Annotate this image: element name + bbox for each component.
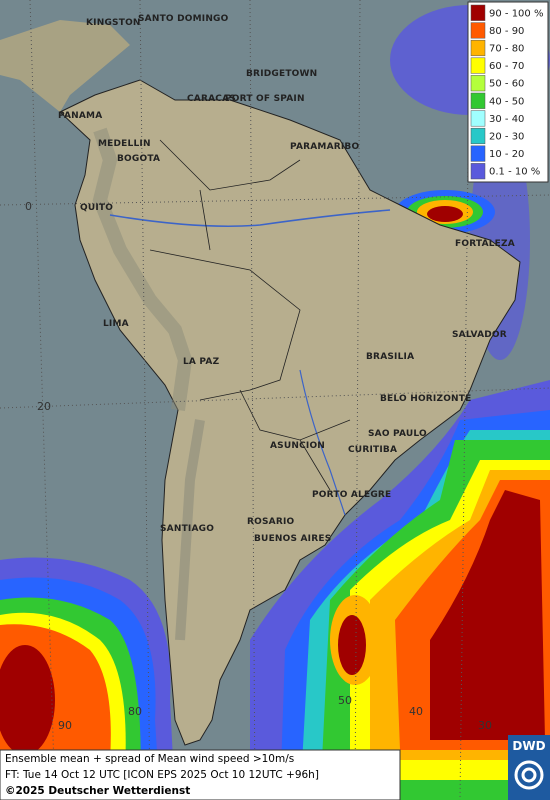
longitude-label: 90 xyxy=(58,719,72,732)
logo-text: DWD xyxy=(512,739,545,753)
city-label: CURITIBA xyxy=(348,445,397,455)
latitude-label: 20 xyxy=(37,400,51,413)
legend-swatch xyxy=(470,75,486,92)
legend-label: 70 - 80 xyxy=(489,44,524,55)
legend-swatch xyxy=(470,127,486,145)
legend-label: 60 - 70 xyxy=(489,61,524,72)
land xyxy=(0,20,521,746)
longitude-label: 40 xyxy=(409,705,423,718)
latitude-label: 0 xyxy=(25,200,32,213)
city-label: BRIDGETOWN xyxy=(246,69,317,79)
legend-label: 10 - 20 xyxy=(489,149,524,160)
city-label: BUENOS AIRES xyxy=(254,534,331,544)
legend-label: 90 - 100 % xyxy=(489,8,543,19)
grid-labels: 0 20 90 80 50 40 30 xyxy=(25,200,492,732)
legend-label: 0.1 - 10 % xyxy=(489,167,540,178)
city-label: BRASILIA xyxy=(366,352,414,362)
city-label: SANTIAGO xyxy=(160,524,214,534)
city-label: BOGOTA xyxy=(117,154,160,164)
city-label: PORT OF SPAIN xyxy=(225,94,305,104)
city-label: SAO PAULO xyxy=(368,429,427,439)
city-labels: KINGSTON SANTO DOMINGO BRIDGETOWN CARACA… xyxy=(58,14,515,544)
legend-swatch xyxy=(470,39,486,57)
city-label: KINGSTON xyxy=(86,18,141,28)
footer-line: Ensemble mean + spread of Mean wind spee… xyxy=(5,753,294,765)
legend-label: 40 - 50 xyxy=(489,96,524,107)
legend-swatch xyxy=(470,4,486,21)
city-label: SALVADOR xyxy=(452,330,507,340)
city-label: PARAMARIBO xyxy=(290,142,359,152)
legend-swatch xyxy=(470,110,486,127)
legend-label: 80 - 90 xyxy=(489,26,524,37)
footer-box xyxy=(0,749,401,800)
longitude-label: 80 xyxy=(128,705,142,718)
legend-swatch xyxy=(470,92,486,109)
city-label: SANTO DOMINGO xyxy=(138,14,229,24)
footer: Ensemble mean + spread of Mean wind spee… xyxy=(0,749,401,800)
legend-swatch xyxy=(470,57,486,74)
footer-line: FT: Tue 14 Oct 12 UTC [ICON EPS 2025 Oct… xyxy=(5,769,319,781)
legend-label: 50 - 60 xyxy=(489,79,524,90)
legend-swatch xyxy=(470,145,486,162)
city-label: MEDELLIN xyxy=(98,139,151,149)
city-label: BELO HORIZONTE xyxy=(380,394,471,404)
city-label: LA PAZ xyxy=(183,357,220,367)
logo: DWD xyxy=(508,735,550,800)
logo-icon xyxy=(521,767,537,783)
city-label: LIMA xyxy=(103,319,129,329)
city-label: PANAMA xyxy=(58,111,102,121)
city-label: FORTALEZA xyxy=(455,239,515,249)
logo-icon xyxy=(514,760,544,790)
legend: 90 - 100 % 80 - 90 70 - 80 60 - 70 50 - 60 40… xyxy=(467,1,549,183)
city-label: PORTO ALEGRE xyxy=(312,490,391,500)
legend-swatch xyxy=(470,22,486,39)
longitude-label: 50 xyxy=(338,694,352,707)
legend-label: 30 - 40 xyxy=(489,114,524,125)
city-label: ROSARIO xyxy=(247,517,295,527)
city-label: ASUNCION xyxy=(270,441,325,451)
city-label: QUITO xyxy=(80,203,113,213)
longitude-label: 30 xyxy=(478,719,492,732)
legend-swatch xyxy=(470,163,486,180)
copyright: ©2025 Deutscher Wetterdienst xyxy=(5,785,190,797)
city-label: CARACAS xyxy=(187,94,236,104)
legend-label: 20 - 30 xyxy=(489,132,524,143)
